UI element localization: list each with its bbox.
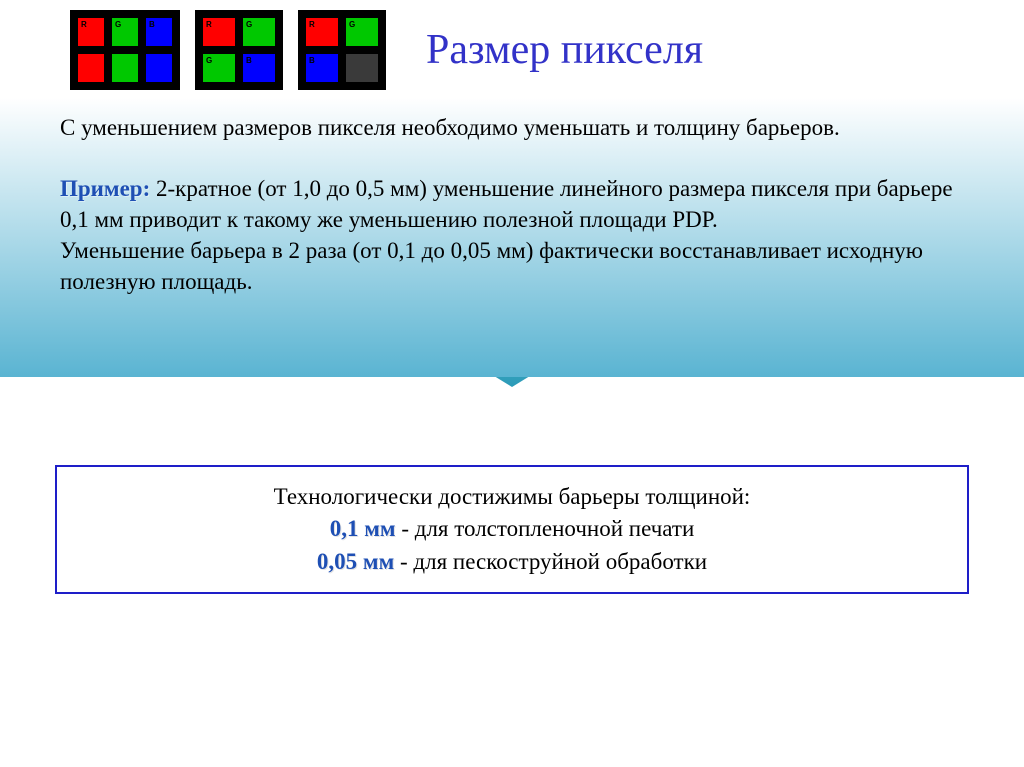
slide: RGB RG GB RG B Размер пикс (0, 0, 1024, 767)
conclusion-line3: 0,05 мм - для пескоструйной обработки (77, 546, 947, 578)
conclusion-line1: Технологически достижимы барьеры толщино… (77, 481, 947, 513)
intro-text: С уменьшением размеров пикселя необходим… (60, 112, 964, 143)
slide-title: Размер пикселя (426, 26, 703, 74)
text-1: - для толстопленочной печати (396, 516, 695, 541)
example-body2: Уменьшение барьера в 2 раза (от 0,1 до 0… (60, 238, 923, 294)
value-2: 0,05 мм (317, 549, 394, 574)
example-text: Пример: 2-кратное (от 1,0 до 0,5 мм) уме… (60, 173, 964, 297)
example-body: 2-кратное (от 1,0 до 0,5 мм) уменьшение … (60, 176, 953, 232)
conclusion-line2: 0,1 мм - для толстопленочной печати (77, 513, 947, 545)
header-row: RGB RG GB RG B Размер пикс (0, 10, 1024, 90)
pixel-diagram-quad2: RG B (298, 10, 386, 90)
example-label: Пример: (60, 176, 150, 201)
pixel-diagram-stripe: RGB (70, 10, 180, 90)
conclusion-box: Технологически достижимы барьеры толщино… (55, 465, 969, 594)
pixel-diagrams: RGB RG GB RG B (70, 10, 386, 90)
text-2: - для пескоструйной обработки (394, 549, 707, 574)
main-text-block: С уменьшением размеров пикселя необходим… (0, 98, 1024, 377)
value-1: 0,1 мм (330, 516, 396, 541)
pixel-diagram-quad1: RG GB (195, 10, 283, 90)
